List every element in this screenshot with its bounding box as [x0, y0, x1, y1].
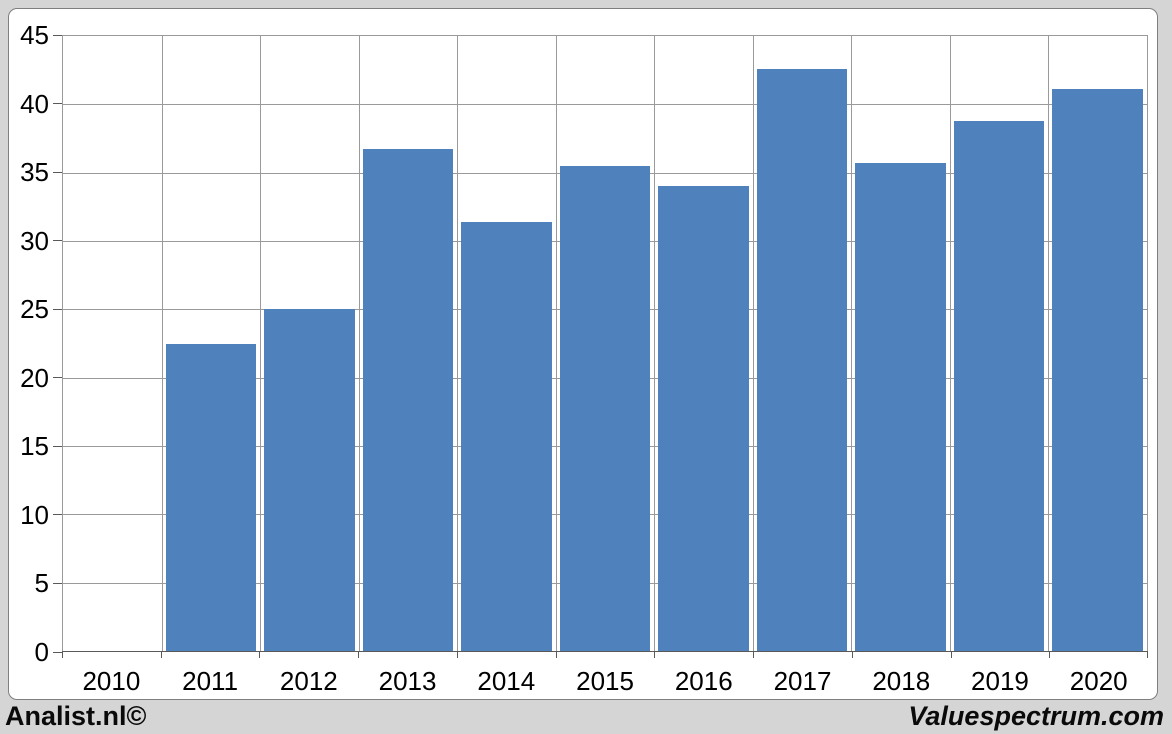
y-tick-label: 10: [20, 499, 49, 530]
x-tick: [62, 651, 63, 658]
bar-2015: [559, 165, 651, 651]
chart-canvas: 0 5 10 15 20 25 30 35 40 45 2010 2011 2012 2013 2014 2…: [8, 8, 1158, 700]
y-tick-label: 35: [20, 157, 49, 188]
bar-2017: [756, 68, 848, 651]
y-tick: [53, 171, 62, 173]
x-tick-label: 2016: [674, 666, 733, 696]
x-tick-label: 2015: [576, 666, 634, 696]
x-tick: [1147, 651, 1148, 658]
bar-2016: [658, 186, 749, 651]
y-tick: [53, 445, 62, 447]
x-tick: [456, 651, 458, 658]
h-gridline: [63, 104, 1147, 106]
y-tick: [53, 240, 62, 242]
x-tick-label: 2014: [477, 666, 536, 696]
y-tick-label: 25: [20, 294, 49, 325]
x-tick: [950, 651, 952, 658]
y-tick-label: 15: [20, 431, 49, 462]
attribution-bar: Analist.nl© Valuespectrum.com: [0, 700, 1172, 734]
x-tick-label: 2012: [279, 666, 338, 696]
y-axis: 0 5 10 15 20 25 30 35 40 45: [9, 22, 62, 665]
x-tick: [358, 651, 360, 658]
bar-2011: [165, 343, 257, 651]
analist-brand: Analist.nl©: [5, 701, 147, 731]
v-gridline: [851, 36, 853, 651]
bar-2019: [953, 120, 1045, 651]
x-tick: [1049, 651, 1051, 658]
x-tick: [753, 651, 755, 658]
x-axis: 2010 2011 2012 2013 2014 2015 2016 2017 2018 2019…: [62, 664, 1148, 698]
y-tick: [53, 308, 62, 310]
x-tick: [851, 651, 853, 658]
bar-2018: [855, 163, 946, 651]
y-tick-label: 45: [20, 20, 49, 50]
x-tick-label: 2017: [773, 666, 832, 696]
v-gridline: [654, 36, 656, 651]
x-tick-label: 2011: [182, 666, 239, 696]
valuespectrum-brand: Valuespectrum.com: [908, 701, 1164, 731]
x-tick: [259, 651, 261, 658]
x-tick-label: 2019: [971, 666, 1029, 696]
y-tick: [53, 514, 62, 516]
v-gridline: [555, 36, 557, 651]
bar-2014: [461, 221, 552, 651]
y-tick: [53, 103, 62, 105]
y-tick: [53, 377, 62, 379]
v-gridline: [260, 36, 262, 651]
v-gridline: [949, 36, 951, 651]
x-tick-label: 2010: [82, 666, 141, 696]
y-tick-label: 30: [20, 225, 49, 256]
v-gridline: [358, 36, 360, 651]
plot-area: [62, 35, 1148, 652]
y-tick-label: 0: [34, 637, 49, 667]
y-tick: [53, 34, 62, 36]
v-gridline: [752, 36, 754, 651]
x-tick: [555, 651, 557, 658]
x-tick-label: 2020: [1069, 666, 1128, 696]
bar-2020: [1052, 89, 1143, 651]
v-gridline: [161, 36, 163, 651]
bar-2012: [264, 309, 355, 651]
bar-2013: [362, 149, 454, 651]
v-gridline: [457, 36, 459, 651]
x-tick: [160, 651, 162, 658]
x-tick-label: 2013: [378, 666, 437, 696]
y-tick: [53, 582, 62, 584]
x-tick-label: 2018: [872, 666, 931, 696]
y-tick-label: 5: [34, 568, 49, 599]
x-tick: [654, 651, 656, 658]
y-tick: [53, 651, 62, 653]
y-tick-label: 40: [20, 88, 49, 119]
x-ticks: [62, 651, 1148, 658]
v-gridline: [1048, 36, 1050, 651]
y-tick-label: 20: [20, 362, 49, 393]
